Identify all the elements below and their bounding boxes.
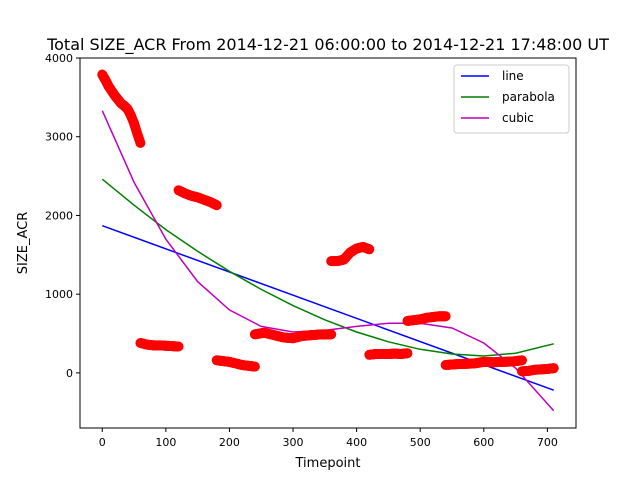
scatter-point	[249, 361, 260, 372]
x-tick-label: 600	[473, 436, 494, 449]
x-tick-label: 400	[346, 436, 367, 449]
legend-label-line: line	[502, 69, 524, 83]
scatter-point	[173, 341, 184, 352]
x-axis-label: Timepoint	[295, 456, 361, 471]
y-axis: 0 1000 2000 3000 4000	[45, 52, 80, 380]
plot-frame	[79, 57, 577, 429]
legend-label-parabola: parabola	[502, 90, 555, 104]
x-axis: 0 100 200 300 400 500 600 700	[99, 428, 558, 449]
y-tick-label: 1000	[45, 288, 73, 301]
x-tick-label: 200	[219, 436, 240, 449]
x-tick-label: 500	[410, 436, 431, 449]
x-tick-label: 100	[155, 436, 176, 449]
scatter-point	[440, 311, 451, 322]
chart-title: Total SIZE_ACR From 2014-12-21 06:00:00 …	[46, 35, 609, 55]
x-tick-label: 300	[283, 436, 304, 449]
scatter-point	[548, 363, 559, 374]
scatter-point	[402, 348, 413, 359]
y-tick-label: 4000	[45, 52, 73, 65]
scatter-point	[364, 244, 375, 255]
y-tick-label: 0	[66, 367, 73, 380]
x-tick-label: 0	[99, 436, 106, 449]
series-parabola-line	[101, 178, 554, 357]
legend: line parabola cubic	[453, 64, 570, 134]
scatter-point	[326, 329, 337, 340]
scatter-point	[516, 355, 527, 366]
scatter-points	[97, 69, 559, 377]
y-tick-label: 2000	[45, 209, 73, 222]
y-tick-label: 3000	[45, 131, 73, 144]
y-axis-label: SIZE_ACR	[16, 212, 31, 274]
x-tick-label: 700	[537, 436, 558, 449]
scatter-point	[135, 138, 146, 149]
legend-box	[453, 64, 570, 134]
scatter-point	[211, 200, 222, 211]
legend-label-cubic: cubic	[502, 111, 534, 125]
